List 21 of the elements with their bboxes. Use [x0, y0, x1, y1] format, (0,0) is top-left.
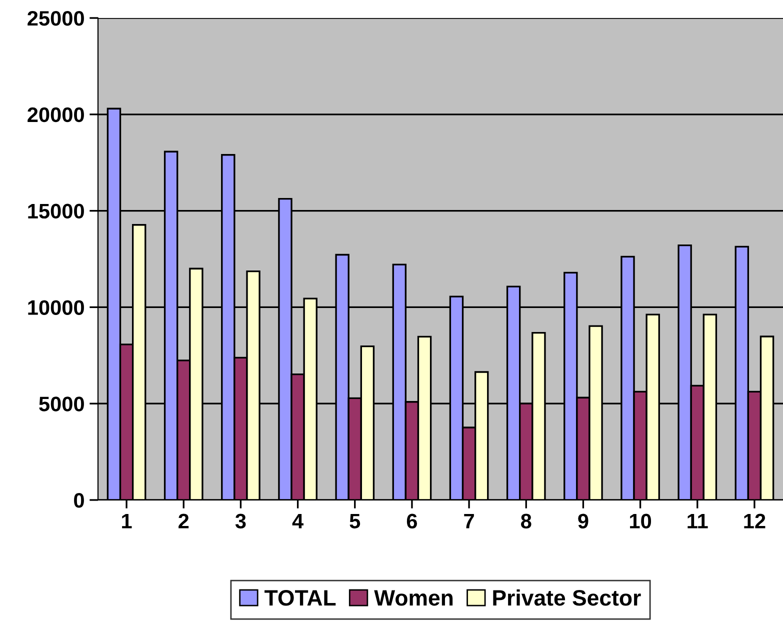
y-tick-label: 20000	[28, 107, 84, 122]
x-tick-label: 6	[406, 514, 417, 528]
x-tick-label: 8	[520, 514, 532, 528]
x-tick-label: 12	[744, 514, 766, 528]
y-tick-label: 0	[74, 493, 84, 508]
y-tick-label: 5000	[39, 396, 84, 412]
legend-label: Women	[374, 590, 453, 606]
legend-label: Private Sector	[493, 589, 641, 606]
x-tick-label: 1	[122, 514, 132, 528]
x-tick-label: 3	[235, 514, 246, 529]
x-tick-label: 4	[292, 514, 304, 528]
y-tick-label: 15000	[28, 204, 84, 219]
x-tick-label: 11	[688, 514, 708, 528]
legend-label: TOTAL	[264, 590, 336, 606]
x-tick-label: 7	[464, 514, 474, 528]
y-tick-label: 25000	[28, 11, 84, 26]
x-tick-label: 2	[178, 514, 189, 528]
x-tick-label: 5	[350, 514, 360, 528]
x-tick-label: 10	[630, 514, 652, 528]
y-tick-label: 10000	[28, 300, 84, 315]
x-tick-label: 9	[578, 514, 588, 528]
